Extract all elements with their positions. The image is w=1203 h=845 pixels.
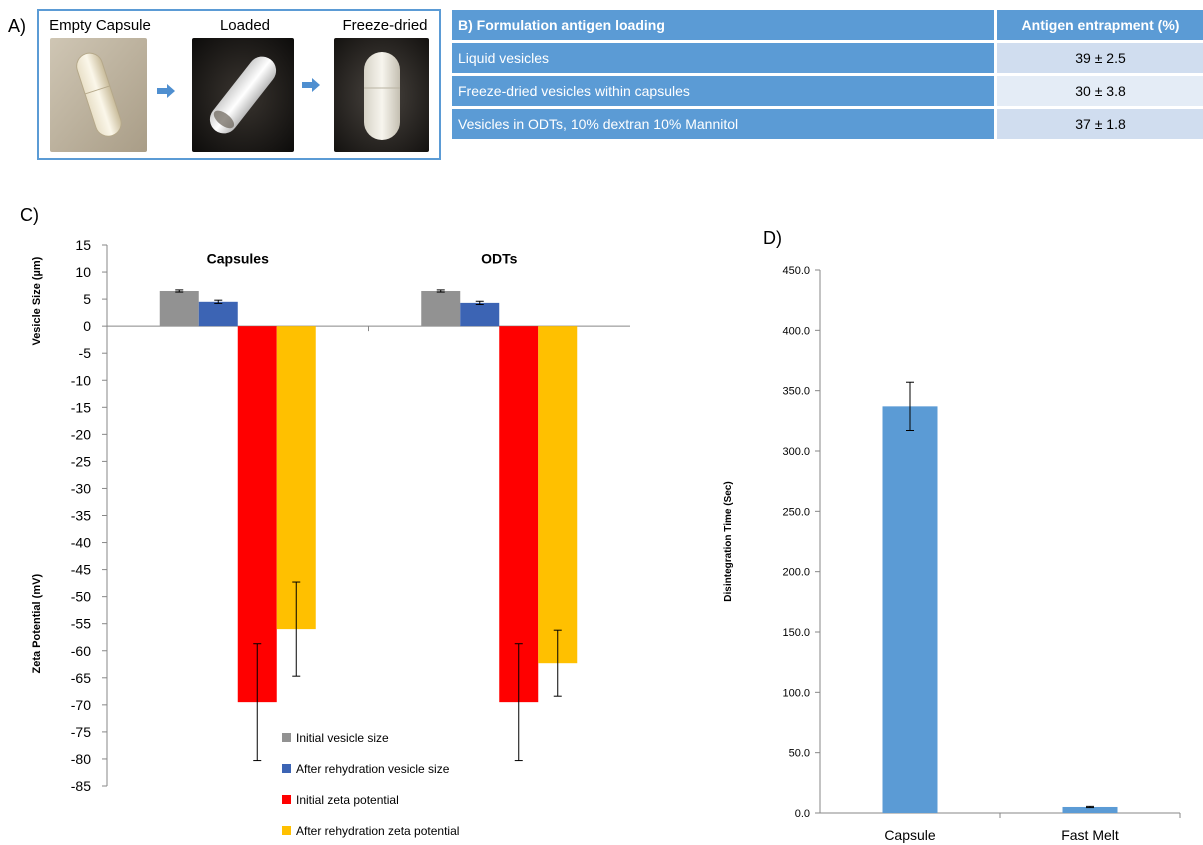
legend-label: Initial zeta potential: [296, 793, 399, 807]
loaded-title: Loaded: [219, 17, 271, 34]
y-tick-label: -25: [71, 453, 91, 469]
freeze-dried-capsule-photo: [334, 38, 429, 152]
legend-label: After rehydration vesicle size: [296, 762, 450, 776]
table-cell-label: Vesicles in ODTs, 10% dextran 10% Mannit…: [452, 109, 997, 139]
y-tick-label: 150.0: [782, 627, 810, 639]
y-tick-label: 200.0: [782, 567, 810, 579]
category-title: Capsules: [207, 251, 269, 267]
bar: [1062, 806, 1118, 813]
capsule-image-panel: [37, 9, 441, 160]
panel-d-label: D): [763, 228, 782, 248]
y-tick-label: 400.0: [782, 325, 810, 337]
panel-a-label: A): [8, 16, 26, 36]
legend-label: Initial vesicle size: [296, 731, 389, 745]
x-tick-label: Capsule: [884, 827, 936, 843]
table-header-formulation: B) Formulation antigen loading: [452, 10, 997, 40]
legend-swatch: [282, 764, 291, 773]
y-tick-label: 300.0: [782, 446, 810, 458]
y-tick-label: -75: [71, 724, 91, 740]
freeze-dried-title: Freeze-dried: [342, 17, 428, 34]
y-tick-label: -35: [71, 508, 91, 524]
table-row: Freeze-dried vesicles within capsules 30…: [452, 76, 1203, 106]
y-axis-label: Disintegration Time (Sec): [723, 481, 734, 601]
y-axis-label-size: Vesicle Size (µm): [31, 256, 43, 345]
y-tick-label: -20: [71, 426, 91, 442]
table-cell-value: 39 ± 2.5: [997, 43, 1203, 73]
table-cell-label: Freeze-dried vesicles within capsules: [452, 76, 997, 106]
y-tick-label: -80: [71, 751, 91, 767]
y-tick-label: -30: [71, 480, 91, 496]
y-tick-label: -10: [71, 372, 91, 388]
table-row: Vesicles in ODTs, 10% dextran 10% Mannit…: [452, 109, 1203, 139]
bar: [538, 326, 578, 664]
y-tick-label: -65: [71, 670, 91, 686]
x-tick-label: Fast Melt: [1061, 827, 1119, 843]
y-tick-label: -45: [71, 562, 91, 578]
legend-swatch: [282, 826, 291, 835]
disintegration-time-chart: 0.0 50.0 100.0 150.0 200.0 250.0 300.0 350.0 400…: [723, 265, 1181, 843]
panel-c-label: C): [20, 205, 39, 225]
y-tick-label: 350.0: [782, 386, 810, 398]
table-cell-value: 30 ± 3.8: [997, 76, 1203, 106]
y-tick-label: 450.0: [782, 265, 810, 277]
bar: [159, 290, 199, 327]
empty-capsule-photo: [50, 38, 147, 152]
bar: [237, 326, 277, 703]
table-cell-label: Liquid vesicles: [452, 43, 997, 73]
antigen-loading-table: B) Formulation antigen loading Antigen e…: [452, 7, 1203, 142]
table-header-entrapment: Antigen entrapment (%): [997, 10, 1203, 40]
y-tick-label: 50.0: [789, 748, 810, 760]
y-tick-label: 250.0: [782, 506, 810, 518]
bar: [198, 301, 238, 327]
y-tick-label: 100.0: [782, 687, 810, 699]
y-tick-label: -50: [71, 589, 91, 605]
y-tick-label: 15: [75, 237, 91, 253]
arrow-right-icon: [302, 78, 320, 92]
loaded-capsule-photo: [192, 38, 294, 152]
empty-capsule-title: Empty Capsule: [49, 17, 151, 34]
y-tick-label: -15: [71, 399, 91, 415]
legend-swatch: [282, 733, 291, 742]
y-axis-label-zeta: Zeta Potential (mV): [31, 574, 43, 674]
y-tick-label: -85: [71, 778, 91, 794]
category-title: ODTs: [481, 251, 518, 267]
table-row: Liquid vesicles 39 ± 2.5: [452, 43, 1203, 73]
y-tick-label: 5: [83, 291, 91, 307]
y-tick-label: -60: [71, 643, 91, 659]
y-tick-label: -55: [71, 616, 91, 632]
legend-swatch: [282, 795, 291, 804]
y-tick-label: -70: [71, 697, 91, 713]
table-header-row: B) Formulation antigen loading Antigen e…: [452, 10, 1203, 40]
y-tick-label: -5: [79, 345, 92, 361]
bar: [276, 326, 316, 630]
y-tick-label: 0: [83, 318, 91, 334]
bar: [499, 326, 539, 703]
y-tick-label: 10: [75, 264, 91, 280]
arrow-right-icon: [157, 84, 175, 98]
bar: [421, 290, 461, 327]
y-tick-label: -40: [71, 535, 91, 551]
vesicle-size-zeta-chart: 15 10 5 0 -5 -10 -15 -20 -25 -30 -35 -40 -45 -50 -55 -6…: [31, 237, 630, 838]
bar: [882, 406, 938, 813]
y-tick-label: 0.0: [795, 808, 810, 820]
bar: [460, 302, 500, 327]
table-cell-value: 37 ± 1.8: [997, 109, 1203, 139]
legend-label: After rehydration zeta potential: [296, 824, 459, 838]
